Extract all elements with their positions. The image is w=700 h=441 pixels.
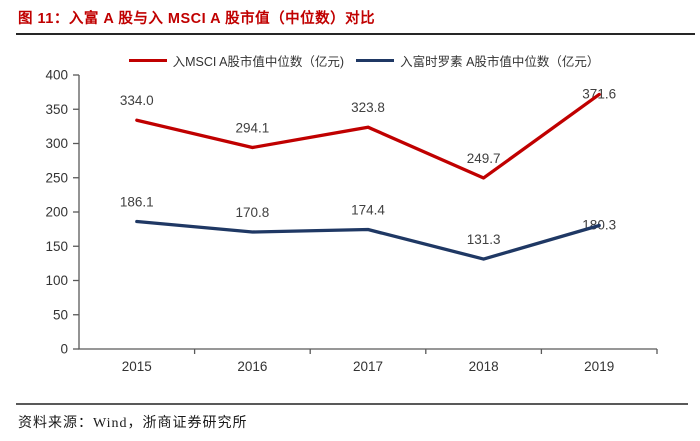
- y-tick-label: 0: [60, 342, 68, 357]
- legend-label: 入富时罗素 A股市值中位数（亿元）: [400, 55, 600, 69]
- series-line-2: [135, 219, 601, 261]
- data-label: 334.0: [120, 93, 154, 108]
- x-tick-label: 2016: [237, 359, 267, 374]
- data-label: 186.1: [120, 195, 154, 210]
- legend-line-swatch: [128, 58, 167, 63]
- x-tick-label: 2018: [469, 359, 499, 374]
- x-tick-label: 2019: [584, 359, 614, 374]
- series-line-1: [135, 92, 601, 180]
- legend-label: 入MSCI A股市值中位数（亿元): [172, 55, 345, 69]
- line-chart: 0 50 100 150 200 250 300 350 400 2015 2016 2017 2018…: [45, 68, 658, 374]
- footer-divider: [16, 403, 688, 405]
- y-tick-label: 50: [53, 307, 68, 322]
- y-tick-label: 150: [45, 239, 68, 254]
- data-label: 249.7: [467, 151, 501, 166]
- figure-title: 图 11：入富 A 股与入 MSCI A 股市值（中位数）对比: [18, 11, 376, 27]
- x-tick-label: 2015: [122, 359, 152, 374]
- y-tick-label: 100: [45, 273, 68, 288]
- y-tick-label: 200: [45, 205, 68, 220]
- chart-legend: 入MSCI A股市值中位数（亿元) 入富时罗素 A股市值中位数（亿元）: [14, 51, 700, 70]
- legend-item: 入MSCI A股市值中位数（亿元): [128, 51, 345, 70]
- source-note: 资料来源：Wind，浙商证券研究所: [18, 416, 248, 431]
- data-label: 170.8: [236, 205, 270, 220]
- legend-item: 入富时罗素 A股市值中位数（亿元）: [356, 51, 599, 70]
- axis-lines: [78, 75, 657, 350]
- data-label: 294.1: [236, 121, 270, 136]
- y-tick-label: 400: [45, 68, 68, 83]
- title-divider: [16, 33, 695, 35]
- legend-line-swatch: [356, 58, 395, 63]
- y-tick-label: 350: [45, 102, 68, 117]
- data-label: 323.8: [351, 100, 385, 115]
- y-tick-label: 300: [45, 136, 68, 151]
- data-label: 131.3: [467, 232, 501, 247]
- y-tick-label: 250: [45, 170, 68, 185]
- x-tick-label: 2017: [353, 359, 383, 374]
- data-label: 174.4: [351, 203, 385, 218]
